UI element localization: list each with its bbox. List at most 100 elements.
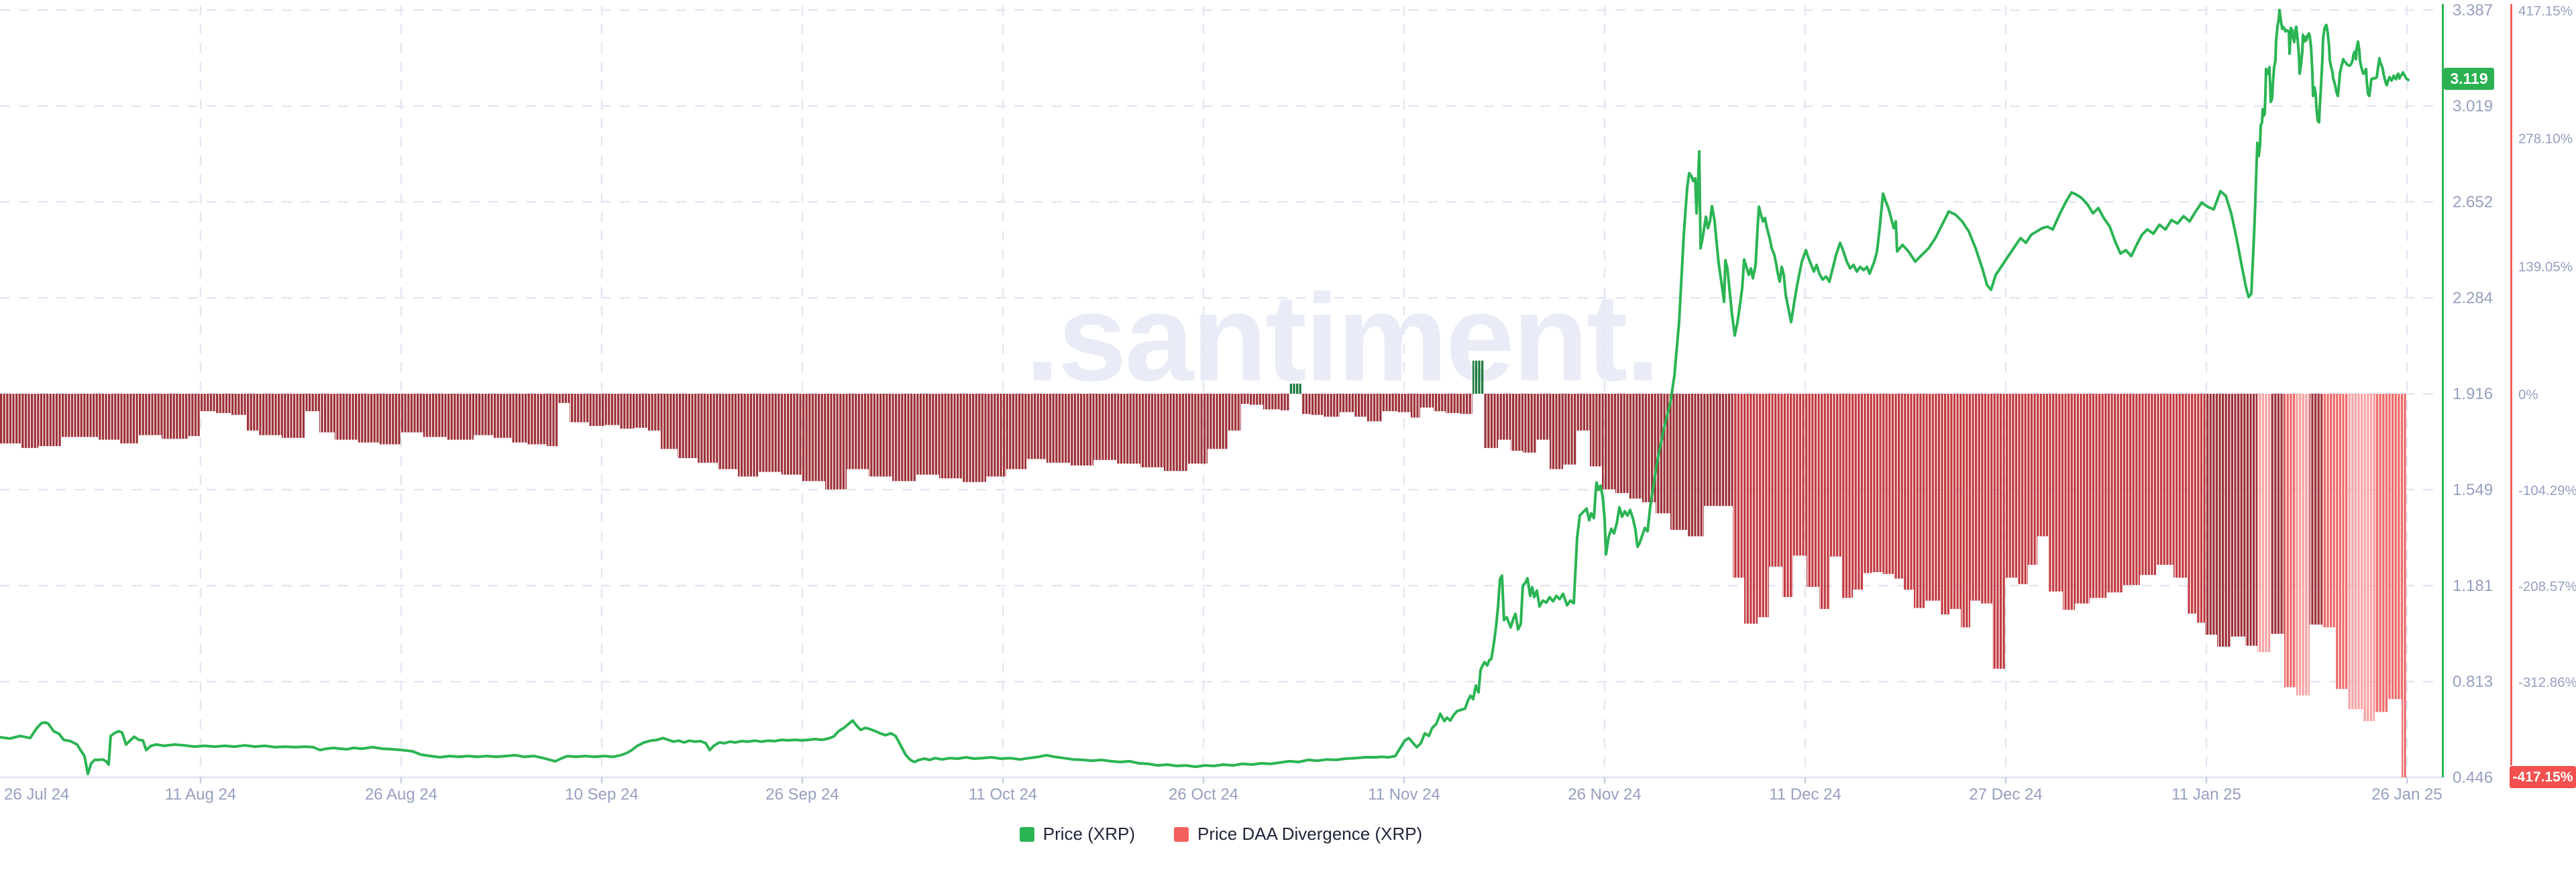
divergence-bar[interactable] xyxy=(2296,394,2310,696)
divergence-bar[interactable] xyxy=(527,394,547,445)
divergence-bar[interactable] xyxy=(647,394,661,431)
divergence-bar[interactable] xyxy=(1863,394,1872,574)
divergence-bar[interactable] xyxy=(1484,394,1498,448)
divergence-bar[interactable] xyxy=(738,394,758,477)
divergence-bar[interactable] xyxy=(1472,360,1484,394)
divergence-bar[interactable] xyxy=(1324,394,1340,417)
divergence-bar[interactable] xyxy=(2123,394,2140,586)
divergence-bar[interactable] xyxy=(335,394,358,440)
divergence-bar[interactable] xyxy=(98,394,119,440)
divergence-bar[interactable] xyxy=(939,394,963,479)
divergence-bar[interactable] xyxy=(1397,394,1411,413)
divergence-bar[interactable] xyxy=(1354,394,1367,417)
divergence-bar[interactable] xyxy=(1340,394,1354,413)
divergence-bar[interactable] xyxy=(2271,394,2284,634)
divergence-bar[interactable] xyxy=(1046,394,1070,463)
divergence-bar[interactable] xyxy=(1883,394,1894,574)
divergence-bar[interactable] xyxy=(1523,394,1536,453)
divergence-bar[interactable] xyxy=(2388,394,2402,700)
divergence-bar[interactable] xyxy=(2006,394,2017,578)
divergence-bar[interactable] xyxy=(2245,394,2257,646)
divergence-bar[interactable] xyxy=(1263,394,1280,410)
divergence-bar[interactable] xyxy=(1382,394,1397,412)
divergence-bar[interactable] xyxy=(678,394,698,458)
divergence-bar[interactable] xyxy=(1769,394,1782,567)
divergence-bar[interactable] xyxy=(400,394,423,433)
divergence-bar[interactable] xyxy=(1093,394,1117,460)
divergence-bar[interactable] xyxy=(1807,394,1819,587)
divergence-bar[interactable] xyxy=(258,394,282,435)
divergence-bar[interactable] xyxy=(2048,394,2063,592)
divergence-bar[interactable] xyxy=(189,394,200,437)
divergence-bar[interactable] xyxy=(2322,394,2336,628)
divergence-bar[interactable] xyxy=(847,394,869,470)
divergence-bar[interactable] xyxy=(589,394,604,426)
divergence-bar[interactable] xyxy=(139,394,162,435)
divergence-bar[interactable] xyxy=(2197,394,2205,623)
divergence-bar[interactable] xyxy=(2157,394,2174,565)
divergence-bar[interactable] xyxy=(1872,394,1883,573)
divergence-bar[interactable] xyxy=(1411,394,1420,418)
divergence-bar[interactable] xyxy=(1914,394,1925,608)
divergence-bar[interactable] xyxy=(1656,394,1670,514)
divergence-bar[interactable] xyxy=(0,394,21,444)
divergence-bar[interactable] xyxy=(1602,394,1615,490)
divergence-bar[interactable] xyxy=(319,394,335,433)
divergence-bar[interactable] xyxy=(986,394,1006,477)
divergence-bar[interactable] xyxy=(474,394,493,435)
divergence-bar[interactable] xyxy=(604,394,620,425)
divergence-bar[interactable] xyxy=(620,394,634,429)
divergence-bar[interactable] xyxy=(782,394,802,475)
divergence-bar[interactable] xyxy=(1070,394,1093,466)
divergence-bar[interactable] xyxy=(1550,394,1563,470)
divergence-bar[interactable] xyxy=(570,394,589,423)
divergence-bar[interactable] xyxy=(1782,394,1793,598)
divergence-bar[interactable] xyxy=(2106,394,2123,593)
divergence-bar[interactable] xyxy=(2336,394,2348,690)
price-line-series[interactable] xyxy=(0,9,2410,775)
divergence-bar[interactable] xyxy=(1841,394,1853,598)
divergence-bar[interactable] xyxy=(634,394,647,428)
divergence-bar[interactable] xyxy=(162,394,189,439)
divergence-bar[interactable] xyxy=(2284,394,2296,688)
divergence-bar[interactable] xyxy=(2187,394,2197,614)
divergence-bar[interactable] xyxy=(1310,394,1324,415)
divergence-bar[interactable] xyxy=(358,394,379,443)
divergence-bar[interactable] xyxy=(305,394,319,412)
divergence-bar[interactable] xyxy=(2140,394,2157,576)
divergence-bar[interactable] xyxy=(1853,394,1863,590)
divergence-bar[interactable] xyxy=(718,394,738,470)
divergence-bar[interactable] xyxy=(1970,394,1981,601)
divergence-bar[interactable] xyxy=(379,394,400,445)
divergence-bar[interactable] xyxy=(246,394,258,431)
divergence-bar[interactable] xyxy=(1830,394,1841,557)
divergence-bar[interactable] xyxy=(916,394,939,475)
divergence-bar[interactable] xyxy=(963,394,986,482)
divergence-bar[interactable] xyxy=(892,394,916,482)
divergence-bar[interactable] xyxy=(558,394,570,403)
divergence-bar[interactable] xyxy=(2017,394,2028,584)
divergence-bar[interactable] xyxy=(1950,394,1961,609)
divergence-bar[interactable] xyxy=(2075,394,2090,604)
divergence-bar[interactable] xyxy=(1460,394,1472,415)
divergence-bar[interactable] xyxy=(1228,394,1241,431)
divergence-bar[interactable] xyxy=(869,394,892,477)
divergence-bar[interactable] xyxy=(1819,394,1830,609)
divergence-bar[interactable] xyxy=(38,394,62,447)
divergence-bar[interactable] xyxy=(698,394,718,463)
divergence-bar[interactable] xyxy=(1498,394,1511,440)
divergence-bar[interactable] xyxy=(1992,394,2006,669)
divergence-bar[interactable] xyxy=(282,394,305,438)
divergence-bar[interactable] xyxy=(1704,394,1717,506)
divergence-bar[interactable] xyxy=(1687,394,1704,537)
divergence-bar[interactable] xyxy=(1894,394,1903,579)
divergence-bar[interactable] xyxy=(1187,394,1208,464)
legend-item-divergence[interactable]: Price DAA Divergence (XRP) xyxy=(1174,824,1422,844)
divergence-bar[interactable] xyxy=(661,394,678,449)
divergence-bar[interactable] xyxy=(1249,394,1263,405)
divergence-bar[interactable] xyxy=(1420,394,1434,408)
divergence-bar[interactable] xyxy=(2205,394,2217,635)
divergence-bar[interactable] xyxy=(2402,394,2407,777)
divergence-bar[interactable] xyxy=(493,394,512,438)
divergence-bar[interactable] xyxy=(2363,394,2375,722)
